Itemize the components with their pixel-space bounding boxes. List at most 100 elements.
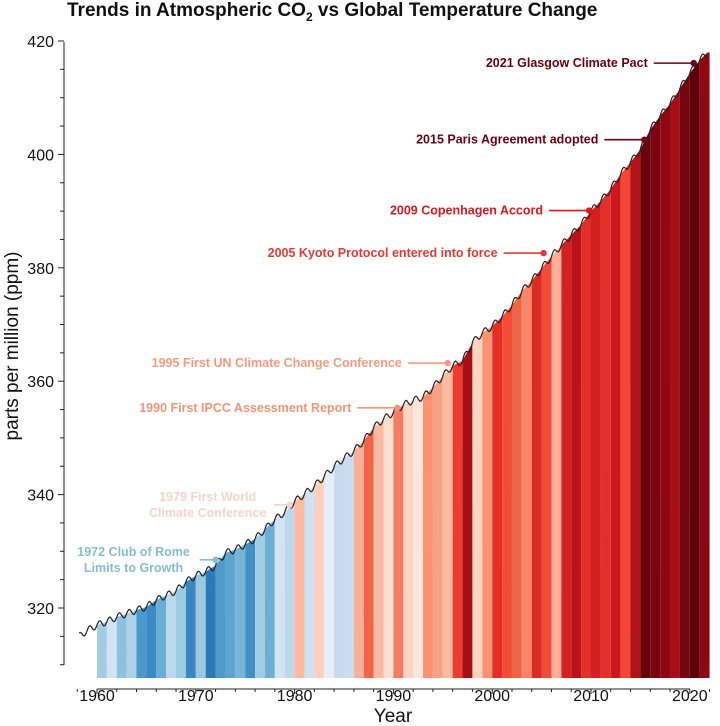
stripe-1979 bbox=[284, 501, 295, 678]
stripe-1969 bbox=[185, 575, 196, 678]
stripe-1994 bbox=[432, 376, 443, 678]
y-tick-label: 420 bbox=[27, 34, 54, 51]
stripe-1982 bbox=[314, 476, 325, 678]
stripe-1978 bbox=[274, 512, 285, 678]
stripe-2013 bbox=[620, 162, 631, 679]
y-tick-label: 340 bbox=[27, 488, 54, 505]
stripe-2021 bbox=[699, 52, 710, 679]
x-axis-label: Year bbox=[374, 706, 413, 726]
x-tick-label: 1990 bbox=[376, 688, 412, 705]
annotation-line: 1972 Club of Rome bbox=[77, 545, 190, 559]
stripe-1961 bbox=[106, 617, 117, 678]
stripe-1985 bbox=[344, 450, 354, 678]
stripe-1965 bbox=[146, 600, 157, 678]
annotation-label: 2005 Kyoto Protocol entered into force bbox=[268, 246, 498, 260]
stripe-1970 bbox=[195, 571, 206, 678]
chart-title-suffix: vs Global Temperature Change bbox=[313, 0, 598, 21]
x-tick-label: 1970 bbox=[178, 688, 214, 705]
stripe-1991 bbox=[403, 400, 414, 678]
stripe-2005 bbox=[541, 256, 552, 678]
y-tick-label: 320 bbox=[27, 601, 54, 618]
annotation-0: 1972 Club of Rome Limits to Growth bbox=[77, 545, 219, 575]
co2-series-line bbox=[78, 53, 709, 637]
stripe-1960 bbox=[97, 621, 107, 678]
annotation-dot bbox=[444, 359, 451, 367]
stripe-2012 bbox=[610, 174, 621, 678]
annotation-2: 1990 First IPCC Assessment Report bbox=[139, 401, 401, 415]
annotation-5: 2009 Copenhagen Accord bbox=[390, 204, 593, 218]
annotation-line: 2015 Paris Agreement adopted bbox=[416, 133, 598, 147]
stripe-2003 bbox=[521, 280, 532, 678]
stripe-2006 bbox=[551, 245, 562, 678]
annotation-dot bbox=[641, 136, 648, 143]
y-tick-label: 400 bbox=[27, 147, 54, 164]
stripe-2010 bbox=[591, 200, 601, 678]
stripe-1966 bbox=[156, 595, 167, 678]
stripe-2020 bbox=[689, 60, 700, 679]
stripe-1972 bbox=[215, 553, 226, 678]
annotation-line: Climate Conference bbox=[149, 506, 266, 520]
stripe-1983 bbox=[324, 466, 335, 678]
annotation-1: 1979 First World Climate Conference bbox=[149, 490, 293, 520]
stripe-2001 bbox=[502, 305, 512, 678]
stripe-1981 bbox=[304, 486, 315, 678]
stripe-1984 bbox=[334, 458, 344, 678]
annotation-4: 2005 Kyoto Protocol entered into force bbox=[268, 246, 547, 260]
stripe-1999 bbox=[482, 326, 493, 678]
stripe-1976 bbox=[255, 529, 265, 678]
annotation-line: 2009 Copenhagen Accord bbox=[390, 204, 543, 218]
x-tick-label: 2020 bbox=[672, 688, 708, 705]
stripe-1980 bbox=[294, 494, 305, 678]
annotation-label: 1979 First World Climate Conference bbox=[149, 490, 266, 520]
annotation-line: 2021 Glasgow Climate Pact bbox=[486, 56, 649, 70]
annotation-label: 1990 First IPCC Assessment Report bbox=[139, 401, 352, 415]
stripe-1992 bbox=[413, 397, 424, 678]
annotation-3: 1995 First UN Climate Change Conference bbox=[152, 356, 451, 370]
y-tick-label: 380 bbox=[27, 261, 54, 278]
annotation-line: 1990 First IPCC Assessment Report bbox=[139, 401, 352, 415]
chart-title-main: Trends in Atmospheric CO bbox=[67, 0, 306, 21]
stripe-1997 bbox=[462, 342, 473, 678]
annotation-label: 2009 Copenhagen Accord bbox=[390, 204, 543, 218]
x-tick-label: 2010 bbox=[573, 688, 609, 705]
stripe-2016 bbox=[650, 115, 661, 679]
annotation-dot bbox=[212, 556, 219, 564]
x-tick-label: 1960 bbox=[79, 688, 115, 705]
stripe-1998 bbox=[472, 333, 483, 678]
stripe-1962 bbox=[116, 613, 127, 678]
x-tick-label: 2000 bbox=[474, 688, 510, 705]
annotation-line: 1995 First UN Climate Change Conference bbox=[152, 356, 402, 370]
stripe-2018 bbox=[670, 88, 680, 679]
stripe-1973 bbox=[225, 549, 236, 678]
y-axis-ticks: 320 340 360 380 400 420 bbox=[27, 34, 64, 666]
y-tick-label: 360 bbox=[27, 374, 54, 391]
annotation-dot bbox=[690, 59, 697, 67]
stripe-1964 bbox=[136, 606, 147, 678]
stripe-1967 bbox=[166, 591, 177, 678]
stripe-2017 bbox=[660, 103, 671, 678]
y-axis-label: parts per million (ppm) bbox=[2, 252, 23, 441]
annotation-dot bbox=[540, 249, 547, 257]
stripe-2002 bbox=[511, 291, 522, 678]
chart-title-subscript: 2 bbox=[306, 10, 313, 24]
stripe-2014 bbox=[630, 149, 641, 679]
annotation-label: 1972 Club of Rome Limits to Growth bbox=[77, 545, 190, 575]
stripe-2015 bbox=[640, 129, 651, 678]
annotation-6: 2015 Paris Agreement adopted bbox=[416, 133, 648, 147]
stripe-2019 bbox=[679, 73, 690, 679]
annotation-dot bbox=[585, 207, 593, 214]
stripe-2000 bbox=[492, 316, 503, 678]
x-tick-label: 1980 bbox=[277, 688, 313, 705]
stripe-1996 bbox=[452, 360, 463, 678]
warming-stripes bbox=[97, 52, 710, 679]
annotation-label: 2015 Paris Agreement adopted bbox=[416, 133, 598, 147]
annotation-label: 2021 Glasgow Climate Pact bbox=[486, 56, 649, 70]
stripe-1989 bbox=[383, 412, 394, 678]
stripe-1987 bbox=[363, 427, 374, 678]
stripe-1993 bbox=[423, 387, 433, 678]
x-axis-ticks: 1960 1970 1980 1990 2000 2010 2020 bbox=[76, 688, 711, 705]
annotation-label: 1995 First UN Climate Change Conference bbox=[152, 356, 402, 370]
stripe-1974 bbox=[235, 544, 246, 678]
stripe-1995 bbox=[442, 365, 453, 678]
